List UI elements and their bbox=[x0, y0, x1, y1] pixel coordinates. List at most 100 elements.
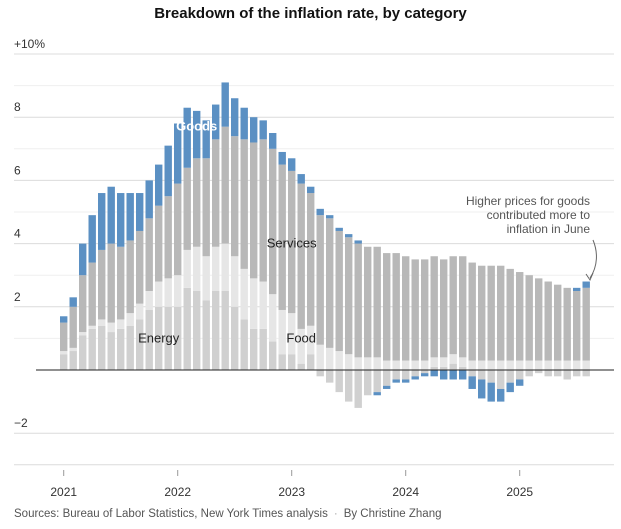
services-bar bbox=[383, 253, 391, 361]
goods-bar bbox=[430, 370, 438, 377]
goods-bar bbox=[573, 287, 581, 291]
services-bar bbox=[373, 246, 381, 358]
services-bar bbox=[164, 196, 172, 279]
food-bar bbox=[183, 249, 191, 288]
goods-bar bbox=[269, 133, 277, 149]
food-bar bbox=[402, 360, 410, 370]
x-axis-ticks: 2021 2022 2023 2024 2025 bbox=[50, 470, 533, 499]
services-bar bbox=[136, 230, 144, 304]
goods-bar bbox=[582, 281, 590, 288]
services-bar bbox=[316, 215, 324, 345]
services-bar bbox=[411, 259, 419, 361]
y-tick-label: 6 bbox=[14, 163, 21, 177]
energy-bar bbox=[487, 370, 495, 383]
goods-bar bbox=[212, 104, 220, 140]
energy-bar bbox=[288, 354, 296, 370]
goods-bar bbox=[316, 208, 324, 216]
services-bar bbox=[487, 265, 495, 361]
food-bar bbox=[88, 325, 96, 329]
services-bar bbox=[402, 256, 410, 361]
energy-bar bbox=[316, 370, 324, 377]
food-bar bbox=[354, 357, 362, 370]
energy-bar bbox=[421, 370, 429, 374]
energy-bar bbox=[117, 328, 125, 370]
food-bar bbox=[212, 246, 220, 291]
goods-bar bbox=[468, 376, 476, 389]
energy-bar bbox=[88, 328, 96, 370]
goods-bar bbox=[60, 316, 68, 323]
goods-bar bbox=[506, 382, 514, 393]
goods-bar bbox=[155, 164, 163, 206]
energy-bar bbox=[535, 370, 543, 374]
food-bar bbox=[440, 357, 448, 367]
services-bar bbox=[307, 193, 315, 326]
energy-bar bbox=[250, 328, 258, 370]
food-bar bbox=[202, 256, 210, 301]
energy-bar bbox=[459, 366, 467, 370]
goods-series-label: Goods bbox=[176, 119, 217, 134]
goods-bar bbox=[345, 234, 353, 238]
food-bar bbox=[430, 357, 438, 367]
food-bar bbox=[60, 351, 68, 355]
energy-bar bbox=[278, 354, 286, 370]
food-bar bbox=[411, 360, 419, 370]
energy-bar bbox=[582, 370, 590, 377]
goods-bar bbox=[497, 388, 505, 402]
energy-bar bbox=[345, 370, 353, 402]
food-bar bbox=[373, 357, 381, 370]
food-bar bbox=[364, 357, 372, 370]
services-bar bbox=[269, 148, 277, 295]
food-bar bbox=[269, 294, 277, 342]
services-bar bbox=[155, 205, 163, 282]
services-bar bbox=[430, 256, 438, 358]
services-bar bbox=[221, 126, 229, 244]
services-bar bbox=[582, 287, 590, 361]
energy-bar bbox=[478, 370, 486, 380]
food-bar bbox=[136, 303, 144, 320]
y-tick-label: +10% bbox=[14, 37, 45, 51]
services-bar bbox=[335, 230, 343, 352]
june-annotation: Higher prices for goods contributed more… bbox=[466, 194, 597, 282]
food-bar bbox=[164, 278, 172, 307]
annotation-arrowhead bbox=[585, 272, 594, 282]
energy-bar bbox=[259, 328, 267, 370]
goods-bar bbox=[98, 193, 106, 250]
energy-bar bbox=[297, 363, 305, 370]
services-bar bbox=[60, 322, 68, 352]
services-bar bbox=[117, 246, 125, 320]
goods-bar bbox=[373, 392, 381, 396]
goods-bar bbox=[164, 145, 172, 197]
series-labels: Goods Services Energy Food bbox=[138, 119, 317, 346]
energy-bar bbox=[525, 370, 533, 377]
goods-bar bbox=[335, 227, 343, 231]
energy-bar bbox=[221, 291, 229, 370]
services-bar bbox=[554, 284, 562, 361]
x-tick-label: 2023 bbox=[278, 485, 305, 499]
x-tick-label: 2024 bbox=[392, 485, 419, 499]
food-bar bbox=[250, 278, 258, 329]
bars bbox=[60, 82, 590, 408]
services-bar bbox=[88, 262, 96, 326]
goods-bar bbox=[183, 107, 191, 168]
energy-bar bbox=[373, 370, 381, 393]
goods-bar bbox=[297, 174, 305, 184]
goods-bar bbox=[117, 193, 125, 247]
food-bar bbox=[478, 360, 486, 370]
energy-bar bbox=[402, 370, 410, 380]
food-bar bbox=[392, 360, 400, 370]
services-bar bbox=[354, 243, 362, 358]
separator-dot: · bbox=[333, 508, 338, 520]
services-bar bbox=[193, 158, 201, 247]
services-bar bbox=[468, 262, 476, 361]
food-bar bbox=[421, 360, 429, 370]
y-tick-label: −2 bbox=[14, 416, 28, 430]
services-bar bbox=[79, 275, 87, 333]
chart-title: Breakdown of the inflation rate, by cate… bbox=[154, 5, 467, 22]
goods-bar bbox=[383, 385, 391, 389]
goods-bar bbox=[88, 215, 96, 263]
food-bar bbox=[535, 360, 543, 370]
energy-bar bbox=[60, 354, 68, 370]
goods-bar bbox=[259, 120, 267, 140]
services-bar bbox=[573, 291, 581, 361]
